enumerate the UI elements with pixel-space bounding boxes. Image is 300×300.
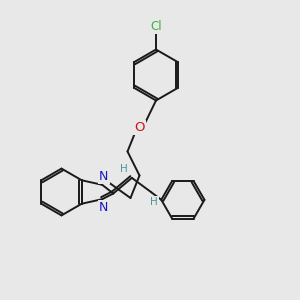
Text: Cl: Cl <box>150 20 162 33</box>
Text: N: N <box>99 201 108 214</box>
Text: H: H <box>151 197 158 207</box>
Text: H: H <box>120 164 127 175</box>
Text: N: N <box>99 170 108 183</box>
Text: O: O <box>134 121 145 134</box>
